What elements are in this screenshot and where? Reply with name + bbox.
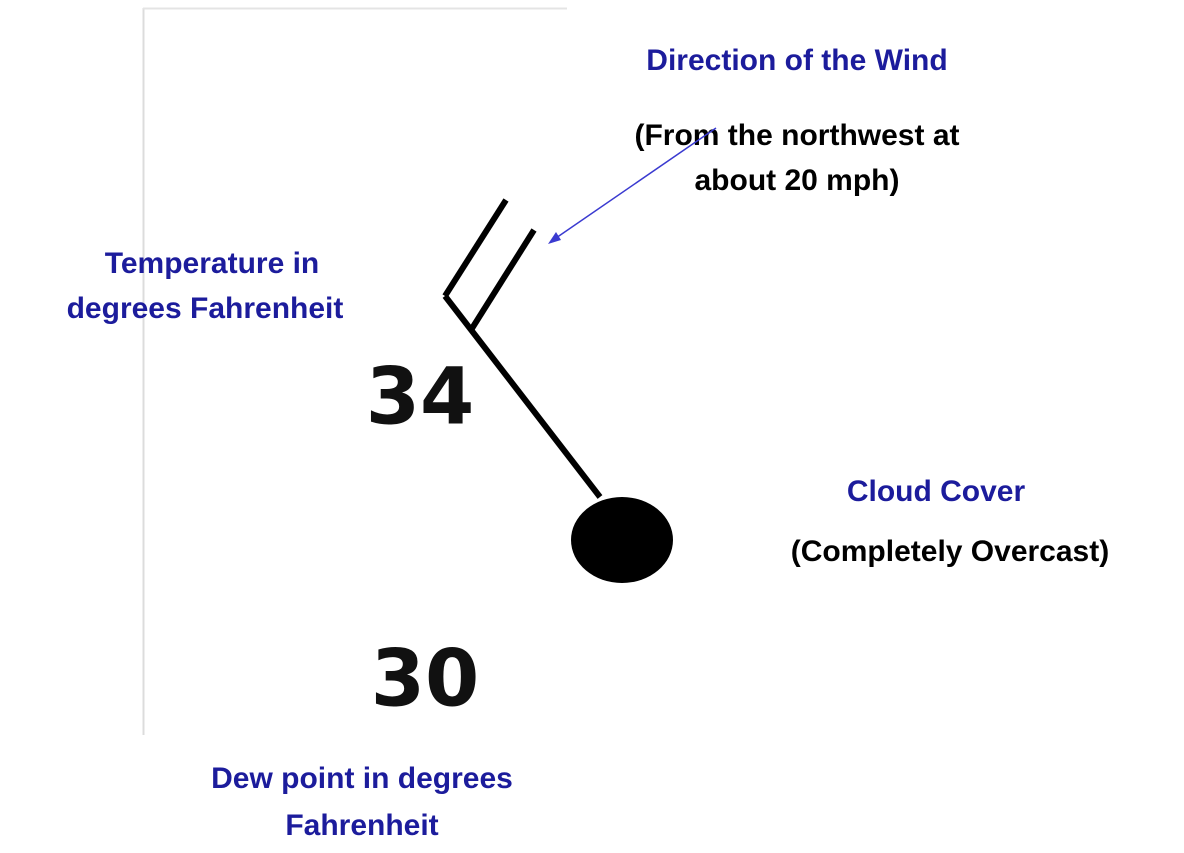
arrow-head — [548, 232, 561, 244]
wind-detail: (From the northwest at — [634, 119, 959, 152]
temperature-label: degrees Fahrenheit — [67, 292, 344, 325]
cloud-detail: (Completely Overcast) — [791, 535, 1109, 568]
wind-detail: about 20 mph) — [694, 164, 899, 197]
wind-title: Direction of the Wind — [646, 44, 947, 77]
wind-barb — [442, 198, 603, 499]
barb-feather — [442, 198, 509, 298]
cloud-title: Cloud Cover — [847, 475, 1026, 508]
temperature-value: 34 — [366, 352, 475, 442]
cloud-cover-circle — [571, 497, 673, 583]
dew-point-label: Fahrenheit — [285, 809, 438, 842]
temperature-label: Temperature in — [105, 247, 320, 280]
dew-point-value: 30 — [371, 634, 480, 724]
barb-feather — [468, 228, 537, 332]
dew-point-label: Dew point in degrees — [211, 762, 513, 795]
pointer-arrow — [555, 127, 717, 239]
